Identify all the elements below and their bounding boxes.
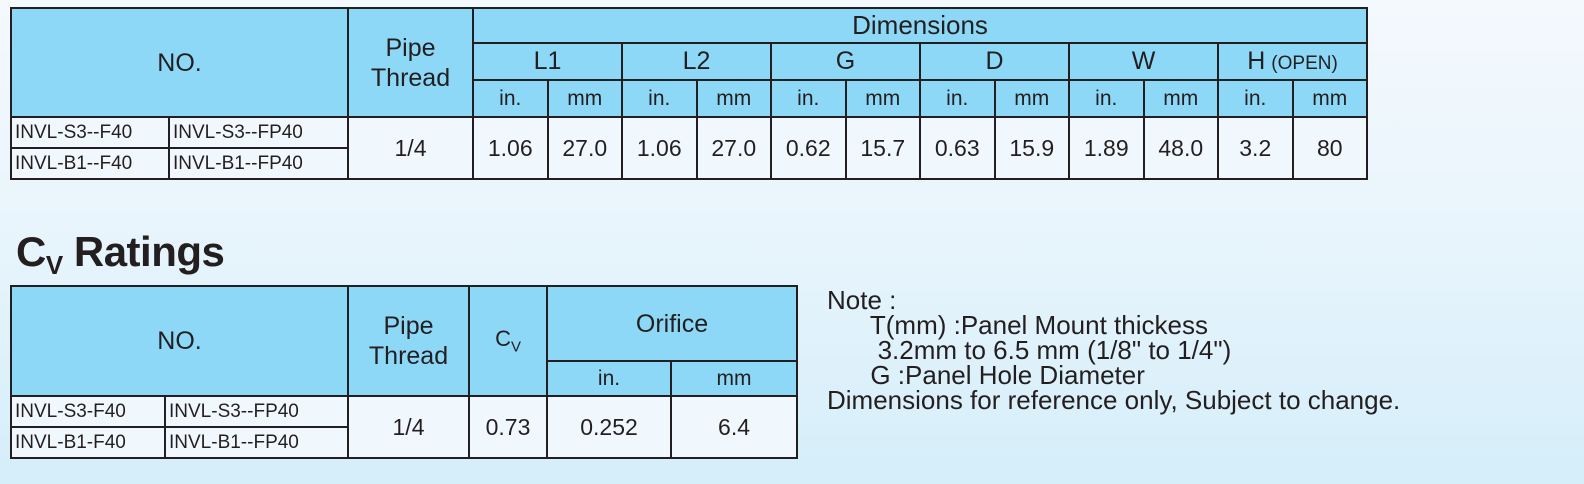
model-cell: INVL-S3--FP40 [167,116,350,149]
pipe-thread-value: 1/4 [347,395,471,459]
dimension-value: 1.06 [472,116,549,180]
cv-ratings-table: NO. Pipe Thread CV Orifice in. mm INVL-S3… [9,285,799,459]
no-header: NO. [9,7,350,118]
pipe-thread-header: Pipe Thread [347,7,475,118]
pipe-thread-header: Pipe Thread [347,285,471,397]
model-cell: INVL-B1--FP40 [163,426,350,459]
no-header: NO. [9,285,350,397]
unit-header: in. [1068,79,1145,118]
dimension-h-header: H (OPEN) [1217,42,1369,81]
unit-header: in. [1217,79,1294,118]
dimension-value: 80 [1291,116,1369,180]
unit-header: mm [1142,79,1220,118]
dimension-label: G [835,47,856,75]
dimension-d-header: D [919,42,1071,81]
unit-header: in. [919,79,996,118]
dimension-label: H [1247,47,1266,75]
dimensions-table: NO. Pipe Thread Dimensions L1 L2 G D W H (OPEN)… [9,7,1369,180]
dimensions-header: Dimensions [472,7,1369,44]
note-line: Note : [827,285,897,315]
dimension-value: 1.06 [621,116,698,180]
note-line: T(mm) :Panel Mount thickess [827,310,1208,340]
dimension-value: 0.63 [919,116,996,180]
cv-ratings-title: CV Ratings [16,228,225,280]
unit-header: in. [770,79,847,118]
dimension-value: 0.62 [770,116,847,180]
model-cell: INVL-B1--FP40 [167,147,350,180]
unit-header: mm [844,79,922,118]
note-line: Dimensions for reference only, Subject t… [827,385,1401,415]
orifice-header: Orifice [546,285,799,362]
model-cell: INVL-S3-F40 [10,395,166,428]
dimension-label: L1 [533,47,562,75]
unit-header: mm [546,79,624,118]
dimension-value: 27.0 [695,116,773,180]
unit-header: in. [621,79,698,118]
dimension-suffix: (OPEN) [1271,53,1338,74]
dimension-value: 3.2 [1217,116,1294,180]
note-line: G :Panel Hole Diameter [827,360,1145,390]
dimension-l1-header: L1 [472,42,624,81]
orifice-in-value: 0.252 [546,395,673,459]
model-cell: INVL-B1--F40 [10,147,170,180]
unit-header: mm [993,79,1071,118]
dimension-label: W [1131,47,1156,75]
unit-header-in: in. [546,360,673,397]
dimension-value: 48.0 [1142,116,1220,180]
unit-header: mm [1291,79,1369,118]
cv-header: CV [468,285,549,397]
cv-value: 0.73 [468,395,549,459]
model-cell: INVL-S3--FP40 [163,395,350,428]
model-cell: INVL-B1-F40 [10,426,166,459]
pipe-thread-value: 1/4 [347,116,475,180]
dimension-g-header: G [770,42,922,81]
note-block: Note : T(mm) :Panel Mount thickess 3.2mm… [827,285,1401,415]
dimension-label: L2 [682,47,711,75]
unit-header: in. [472,79,549,118]
dimension-label: D [985,47,1004,75]
dimension-value: 15.7 [844,116,922,180]
unit-header-mm: mm [670,360,799,397]
dimension-value: 27.0 [546,116,624,180]
orifice-mm-value: 6.4 [670,395,799,459]
dimension-l2-header: L2 [621,42,773,81]
note-line: 3.2mm to 6.5 mm (1/8" to 1/4") [827,335,1232,365]
unit-header: mm [695,79,773,118]
dimension-value: 15.9 [993,116,1071,180]
dimension-w-header: W [1068,42,1220,81]
model-cell: INVL-S3--F40 [10,116,170,149]
dimension-value: 1.89 [1068,116,1145,180]
